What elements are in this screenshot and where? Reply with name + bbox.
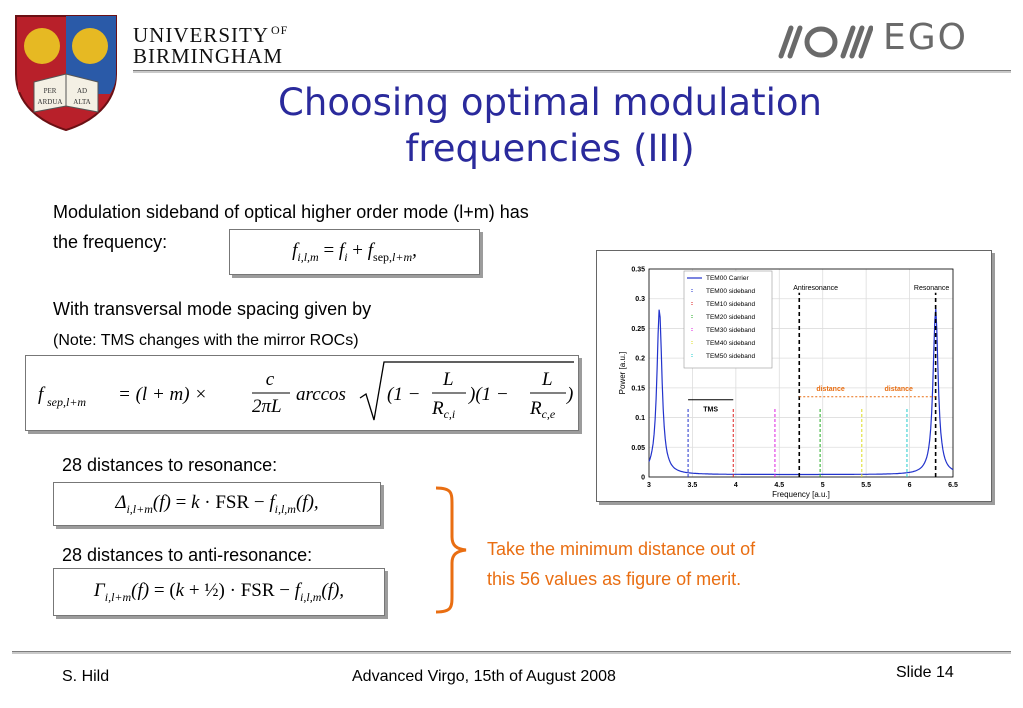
x-tick-label: 5.5 xyxy=(861,482,871,489)
legend-label: TEM00 sideband xyxy=(706,288,756,295)
carrier-series-line xyxy=(648,308,954,476)
x-tick-label: 4.5 xyxy=(774,482,784,489)
legend-label: TEM10 sideband xyxy=(706,301,756,308)
ego-logo-text: EGO xyxy=(883,17,968,58)
merit-note: Take the minimum distance out of this 56… xyxy=(487,534,755,594)
tms-equation: f sep,l+m = (l + m) × c 2πL arccos (1 − … xyxy=(25,355,579,431)
curly-brace-icon xyxy=(432,485,468,615)
svg-text:arccos: arccos xyxy=(296,384,346,405)
university-name: UNIVERSITY OF BIRMINGHAM xyxy=(133,20,288,67)
intro-line2: the frequency: xyxy=(53,232,168,252)
resonance-equation: Δi,l+m(f) = k · FSR − fi,l,m(f), xyxy=(53,482,381,526)
tms-label: TMS xyxy=(703,407,718,414)
svg-text:c: c xyxy=(266,369,275,390)
svg-text:),: ), xyxy=(566,384,574,405)
ego-logo-mark xyxy=(773,20,874,62)
resonance-label: 28 distances to resonance: xyxy=(62,455,278,475)
y-tick-label: 0.3 xyxy=(635,296,645,303)
slide-title-line2: frequencies (III) xyxy=(405,127,695,170)
antiresonance-label: 28 distances to anti-resonance: xyxy=(62,545,313,565)
svg-text:ALTA: ALTA xyxy=(73,98,90,106)
y-tick-label: 0.2 xyxy=(635,356,645,363)
x-axis-label: Frequency [a.u.] xyxy=(772,490,830,499)
power-spectrum-chart: 3 3.5 4 4.5 5 5.5 6 6.5 0 0.05 0.1 0.15 0.2 0.25 0.3 0.… xyxy=(596,250,992,502)
university-line1: UNIVERSITY xyxy=(133,23,269,47)
university-of: OF xyxy=(271,23,289,37)
x-tick-label: 5 xyxy=(821,482,825,489)
distance-label-2: distance xyxy=(885,386,914,393)
slide-title-line1: Choosing optimal modulation xyxy=(278,81,822,124)
antiresonance-equation: Γi,l+m(f) = (k + ½) · FSR − fi,l,m(f), xyxy=(53,568,385,616)
x-tick-label: 6.5 xyxy=(948,482,958,489)
svg-text:Rc,e: Rc,e xyxy=(529,398,556,421)
header-divider xyxy=(133,70,1011,73)
footer-slide-number: Slide 14 xyxy=(896,664,954,681)
y-tick-label: 0.1 xyxy=(635,415,645,422)
distance-label-1: distance xyxy=(816,386,845,393)
svg-text:(1 −: (1 − xyxy=(387,384,420,405)
university-crest-logo: PER AD ARDUA ALTA xyxy=(12,12,120,132)
legend-label: TEM20 sideband xyxy=(706,314,756,321)
legend-label: TEM40 sideband xyxy=(706,340,756,347)
x-tick-label: 3 xyxy=(647,482,651,489)
svg-text:sep,l+m: sep,l+m xyxy=(47,395,86,409)
y-tick-label: 0.05 xyxy=(631,445,645,452)
footer-event: Advanced Virgo, 15th of August 2008 xyxy=(352,668,616,685)
chart-svg: 3 3.5 4 4.5 5 5.5 6 6.5 0 0.05 0.1 0.15 0.2 0.25 0.3 0.… xyxy=(618,267,958,500)
svg-text:L: L xyxy=(442,369,454,390)
svg-text:= (l + m) ×: = (l + m) × xyxy=(118,384,207,405)
svg-text:AD: AD xyxy=(77,87,87,95)
frequency-equation: fi,l,m = fi + fsep,l+m, xyxy=(229,229,480,275)
legend-label: TEM00 Carrier xyxy=(706,275,749,282)
y-tick-label: 0.25 xyxy=(631,326,645,333)
svg-text:f: f xyxy=(38,384,46,405)
legend-label: TEM30 sideband xyxy=(706,327,756,334)
y-axis-label: Power [a.u.] xyxy=(618,352,627,395)
x-tick-label: 3.5 xyxy=(688,482,698,489)
svg-text:PER: PER xyxy=(44,87,57,95)
footer-divider xyxy=(12,651,1011,654)
y-tick-label: 0 xyxy=(641,475,645,482)
svg-text:)(1 −: )(1 − xyxy=(468,384,509,405)
plot-frame xyxy=(648,268,954,478)
svg-text:2πL: 2πL xyxy=(252,396,282,417)
tms-note: (Note: TMS changes with the mirror ROCs) xyxy=(53,332,359,349)
footer-author: S. Hild xyxy=(62,668,110,685)
merit-line2: this 56 values as figure of merit. xyxy=(487,569,742,589)
svg-text:L: L xyxy=(541,369,553,390)
slide-title: Choosing optimal modulation frequencies … xyxy=(150,80,950,172)
legend-label: TEM50 sideband xyxy=(706,353,756,360)
x-tick-label: 6 xyxy=(908,482,912,489)
merit-line1: Take the minimum distance out of xyxy=(487,539,756,559)
antiresonance-label: Antiresonance xyxy=(793,285,838,292)
svg-text:Rc,i: Rc,i xyxy=(431,398,455,421)
svg-text:ARDUA: ARDUA xyxy=(38,98,63,106)
x-tick-label: 4 xyxy=(734,482,738,489)
intro-line1: Modulation sideband of optical higher or… xyxy=(53,202,529,222)
university-line2: BIRMINGHAM xyxy=(133,44,284,68)
tms-line: With transversal mode spacing given by xyxy=(53,299,372,319)
legend-box xyxy=(683,270,773,369)
y-tick-label: 0.35 xyxy=(631,267,645,274)
y-tick-label: 0.15 xyxy=(631,385,645,392)
resonance-label: Resonance xyxy=(914,285,950,292)
